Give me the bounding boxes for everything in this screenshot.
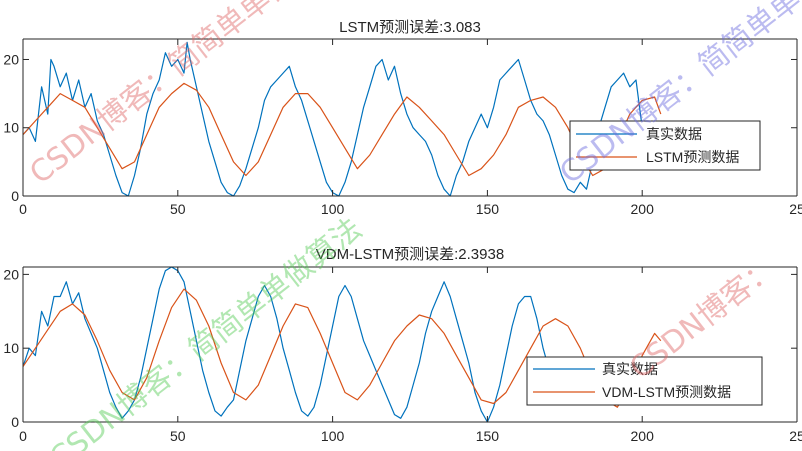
y-tick-label: 20: [3, 266, 19, 282]
bottom-legend[interactable]: 真实数据 VDM-LSTM预测数据: [526, 356, 763, 406]
x-tick-label: 100: [321, 428, 345, 444]
x-tick-label: 0: [19, 428, 27, 444]
series-line-0: [22, 266, 550, 423]
x-tick-label: 50: [170, 201, 186, 217]
series-line-1: [22, 288, 662, 408]
x-tick-label: 100: [321, 201, 345, 217]
y-tick-label: 10: [3, 120, 19, 136]
legend-label-pred: VDM-LSTM预测数据: [602, 384, 731, 400]
bottom-plot-area: [22, 266, 662, 423]
y-tick-label: 0: [11, 414, 19, 430]
top-legend[interactable]: 真实数据 LSTM预测数据: [569, 120, 761, 171]
x-tick-label: 150: [476, 201, 500, 217]
x-tick-label: 0: [19, 201, 27, 217]
top-chart-title: LSTM预测误差:3.083: [339, 19, 481, 36]
y-tick-label: 10: [3, 340, 19, 356]
bottom-axes: VDM-LSTM预测误差:2.3938 0 50 100 150 200 2501020 …: [3, 246, 802, 444]
x-tick-label: 25: [789, 201, 802, 217]
legend-label-true: 真实数据: [646, 126, 702, 142]
bottom-chart-title: VDM-LSTM预测误差:2.3938: [316, 246, 504, 263]
legend-label-pred: LSTM预测数据: [646, 149, 739, 165]
x-tick-label: 200: [631, 428, 655, 444]
y-tick-label: 20: [3, 51, 19, 67]
x-tick-label: 50: [170, 428, 186, 444]
series-line-1: [22, 82, 662, 177]
x-tick-label: 150: [476, 428, 500, 444]
y-tick-label: 0: [11, 188, 19, 204]
series-line-0: [22, 41, 643, 197]
x-tick-label: 200: [631, 201, 655, 217]
top-plot-area: [22, 41, 662, 197]
x-tick-label: 25: [789, 428, 802, 444]
legend-label-true: 真实数据: [602, 361, 658, 377]
